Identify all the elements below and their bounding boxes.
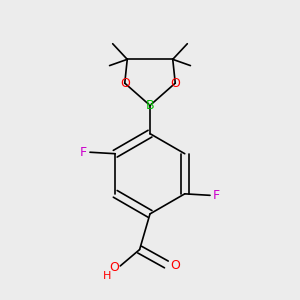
Text: O: O	[170, 260, 180, 272]
Text: F: F	[213, 189, 220, 202]
Text: B: B	[146, 99, 154, 112]
Text: F: F	[80, 146, 87, 159]
Text: O: O	[109, 261, 119, 274]
Text: H: H	[103, 271, 111, 281]
Text: O: O	[170, 76, 180, 90]
Text: O: O	[120, 76, 130, 90]
